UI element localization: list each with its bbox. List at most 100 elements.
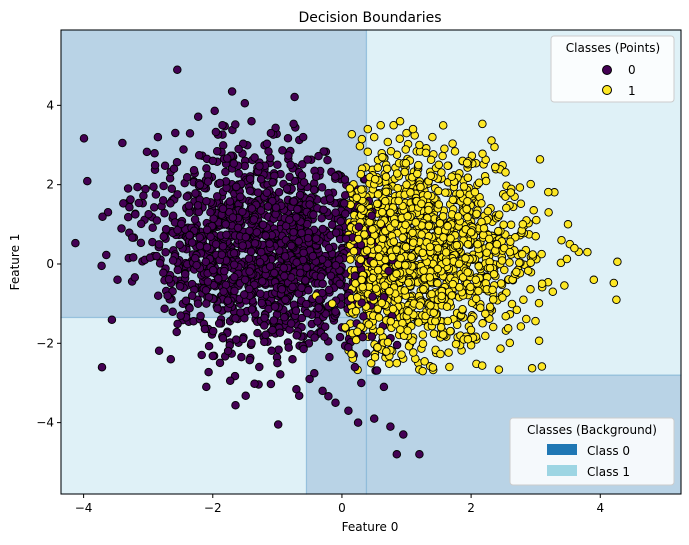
point-class1 [437,291,446,301]
point-class1 [463,240,473,249]
y-tick-label: −2 [36,336,54,350]
point-class0 [191,189,200,198]
point-class1 [396,325,405,334]
point-class1 [352,293,362,302]
point-class0 [367,211,376,220]
point-class1 [535,155,545,164]
point-class1 [395,116,405,126]
point-class1 [363,124,373,134]
point-class0 [350,271,360,281]
point-class0 [193,299,203,308]
point-class1 [424,221,434,231]
chart-title: Decision Boundaries [299,10,442,26]
point-class0 [305,374,314,384]
point-class1 [499,243,509,253]
point-class0 [335,332,345,342]
point-class0 [136,238,146,248]
point-class0 [324,285,334,295]
point-class1 [386,146,396,156]
point-class1 [470,187,480,197]
point-class0 [324,243,334,253]
point-class1 [473,239,482,249]
point-class0 [311,234,321,243]
point-class1 [461,254,470,263]
point-class0 [293,204,302,214]
point-class0 [225,197,235,206]
point-class1 [364,320,374,329]
point-class1 [416,182,425,192]
point-class1 [466,228,476,237]
point-class0 [238,139,248,149]
point-class1 [381,196,390,206]
point-class1 [494,365,504,374]
point-class0 [309,210,318,219]
point-class0 [168,256,178,265]
point-class0 [303,155,312,164]
point-class0 [253,188,263,197]
point-class1 [481,176,491,186]
point-class1 [434,186,443,196]
point-class1 [523,266,533,276]
point-class1 [443,161,452,170]
point-class1 [392,245,401,254]
point-class0 [117,224,126,233]
point-class1 [374,252,384,262]
point-class1 [503,324,513,333]
point-class0 [210,106,219,116]
point-class1 [389,237,399,246]
point-class1 [589,275,599,285]
point-class0 [302,308,312,318]
point-class0 [97,261,106,271]
point-class1 [445,362,454,372]
point-class1 [463,173,473,182]
point-class1 [481,331,490,341]
point-class0 [276,370,285,379]
point-class1 [531,316,540,326]
point-class1 [402,128,411,138]
point-class0 [221,220,230,229]
point-class1 [340,323,350,332]
point-class0 [161,248,170,257]
point-class0 [302,299,311,309]
point-class1 [429,308,438,318]
point-class1 [463,268,472,277]
point-class0 [231,400,240,410]
point-class0 [152,251,161,261]
point-class1 [501,168,510,177]
point-class1 [370,174,380,184]
point-class0 [331,261,341,270]
point-class0 [320,332,329,341]
point-class1 [429,329,439,338]
point-class1 [448,279,458,289]
point-class0 [316,272,326,281]
point-class0 [285,215,294,224]
point-class0 [218,204,228,213]
point-class1 [488,285,497,295]
legend-patch-class0 [547,444,577,455]
point-class0 [253,328,262,338]
point-class0 [250,239,260,248]
point-class0 [182,173,192,182]
point-class0 [269,316,279,325]
point-class1 [472,209,481,219]
point-class1 [366,358,376,368]
point-class0 [175,240,184,249]
point-class0 [169,164,179,174]
point-class1 [371,284,381,293]
point-class1 [448,195,458,205]
point-class1 [544,187,553,197]
point-class1 [351,306,361,316]
point-class0 [249,215,259,224]
point-class0 [257,298,266,308]
point-class1 [376,219,385,228]
point-class0 [217,250,227,259]
point-class1 [345,184,355,193]
point-class0 [215,178,225,188]
point-class1 [544,208,553,217]
point-class0 [255,162,264,171]
point-class1 [452,240,462,250]
point-class0 [369,414,379,423]
point-class1 [426,301,435,310]
point-class0 [359,312,368,321]
point-class1 [387,252,397,262]
